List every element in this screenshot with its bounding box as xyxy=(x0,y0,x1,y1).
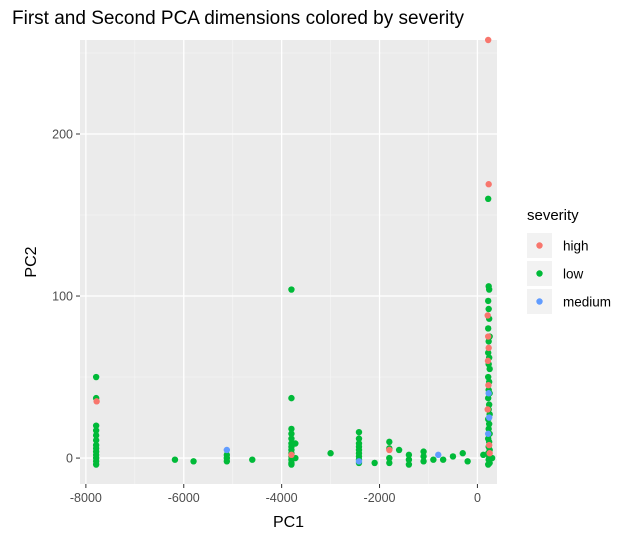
data-point-low xyxy=(355,435,363,442)
data-points xyxy=(92,36,496,468)
legend-key-medium xyxy=(536,298,543,305)
data-point-low xyxy=(464,458,471,465)
x-tick-label: -2000 xyxy=(364,491,396,505)
y-tick-label: 200 xyxy=(52,127,73,141)
data-point-low xyxy=(484,373,492,381)
data-point-low xyxy=(327,450,334,457)
legend-key-low xyxy=(536,270,543,277)
data-point-low xyxy=(92,373,100,381)
data-point-low xyxy=(420,458,427,465)
legend: severity high low medium xyxy=(527,207,611,314)
data-point-low xyxy=(484,461,492,468)
data-point-low xyxy=(484,349,492,356)
data-point-low xyxy=(288,461,295,468)
data-point-high xyxy=(485,441,493,449)
x-tick-label: 0 xyxy=(474,491,481,505)
data-point-low xyxy=(92,461,100,468)
legend-title: severity xyxy=(527,207,579,224)
data-point-low xyxy=(288,425,295,433)
data-point-high xyxy=(486,450,493,457)
data-point-low xyxy=(386,438,393,446)
x-tick-label: -8000 xyxy=(70,491,102,505)
data-point-low xyxy=(386,459,393,467)
data-point-low xyxy=(459,450,466,457)
x-tick-label: -6000 xyxy=(168,491,200,505)
data-point-low xyxy=(223,458,231,465)
data-point-low xyxy=(488,454,496,462)
data-point-low xyxy=(485,305,492,313)
data-point-high xyxy=(484,312,491,319)
data-point-high xyxy=(386,446,393,454)
data-point-low xyxy=(485,401,493,408)
data-point-high xyxy=(485,381,492,389)
data-point-medium xyxy=(223,446,231,454)
data-point-high xyxy=(485,344,492,352)
data-point-high xyxy=(484,333,492,340)
data-point-medium xyxy=(484,430,492,437)
data-point-low xyxy=(484,195,492,202)
data-point-low xyxy=(485,425,492,433)
data-point-low xyxy=(92,432,100,439)
data-point-medium xyxy=(485,390,492,397)
data-point-low xyxy=(439,456,447,463)
x-axis-title: PC1 xyxy=(273,514,304,531)
data-point-low xyxy=(92,437,100,444)
data-point-low xyxy=(355,428,363,436)
data-point-high xyxy=(93,398,100,405)
data-point-low xyxy=(288,286,295,293)
data-point-medium xyxy=(355,458,363,465)
data-point-low xyxy=(395,446,403,454)
y-axis-title: PC2 xyxy=(23,246,40,277)
data-point-low xyxy=(484,394,492,402)
data-point-medium xyxy=(435,451,442,459)
data-point-low xyxy=(288,430,295,437)
data-point-low xyxy=(92,427,100,434)
data-point-low xyxy=(420,448,427,455)
chart-title: First and Second PCA dimensions colored … xyxy=(12,8,464,29)
data-point-low xyxy=(386,454,393,462)
data-point-low xyxy=(485,420,493,428)
legend-label-medium: medium xyxy=(563,295,611,310)
x-axis-ticks: -8000 -6000 -4000 -2000 0 xyxy=(70,484,481,505)
data-point-high xyxy=(484,36,492,44)
major-gridlines xyxy=(80,40,497,484)
data-point-low xyxy=(92,422,100,429)
data-point-low xyxy=(430,456,437,463)
data-point-high xyxy=(288,451,295,459)
plot-panel xyxy=(80,40,497,484)
data-point-low xyxy=(405,451,413,459)
y-tick-label: 100 xyxy=(52,290,73,304)
data-point-low xyxy=(405,456,413,463)
data-point-low xyxy=(288,394,295,402)
legend-label-low: low xyxy=(563,267,584,282)
legend-label-high: high xyxy=(563,239,589,254)
data-point-low xyxy=(249,456,256,463)
legend-key-high xyxy=(536,242,543,249)
legend-entries: high low medium xyxy=(527,233,611,314)
data-point-high xyxy=(485,181,492,188)
data-point-high xyxy=(484,406,491,413)
x-tick-label: -4000 xyxy=(266,491,298,505)
data-point-low xyxy=(485,286,493,293)
data-point-low xyxy=(371,459,378,467)
data-point-low xyxy=(292,440,299,447)
data-point-low xyxy=(485,338,492,345)
data-point-low xyxy=(171,456,179,463)
y-tick-label: 0 xyxy=(66,452,73,466)
data-point-low xyxy=(420,453,427,460)
data-point-low xyxy=(288,435,295,442)
data-point-low xyxy=(484,325,492,332)
minor-gridlines xyxy=(80,40,497,484)
data-point-low xyxy=(405,461,413,468)
data-point-low xyxy=(190,458,197,465)
data-point-high xyxy=(484,357,492,365)
data-point-low xyxy=(486,365,493,373)
data-point-low xyxy=(480,451,487,459)
y-axis-ticks: 0 100 200 xyxy=(52,127,80,466)
data-point-low xyxy=(449,453,457,460)
data-point-medium xyxy=(485,414,493,421)
data-point-low xyxy=(484,297,492,305)
